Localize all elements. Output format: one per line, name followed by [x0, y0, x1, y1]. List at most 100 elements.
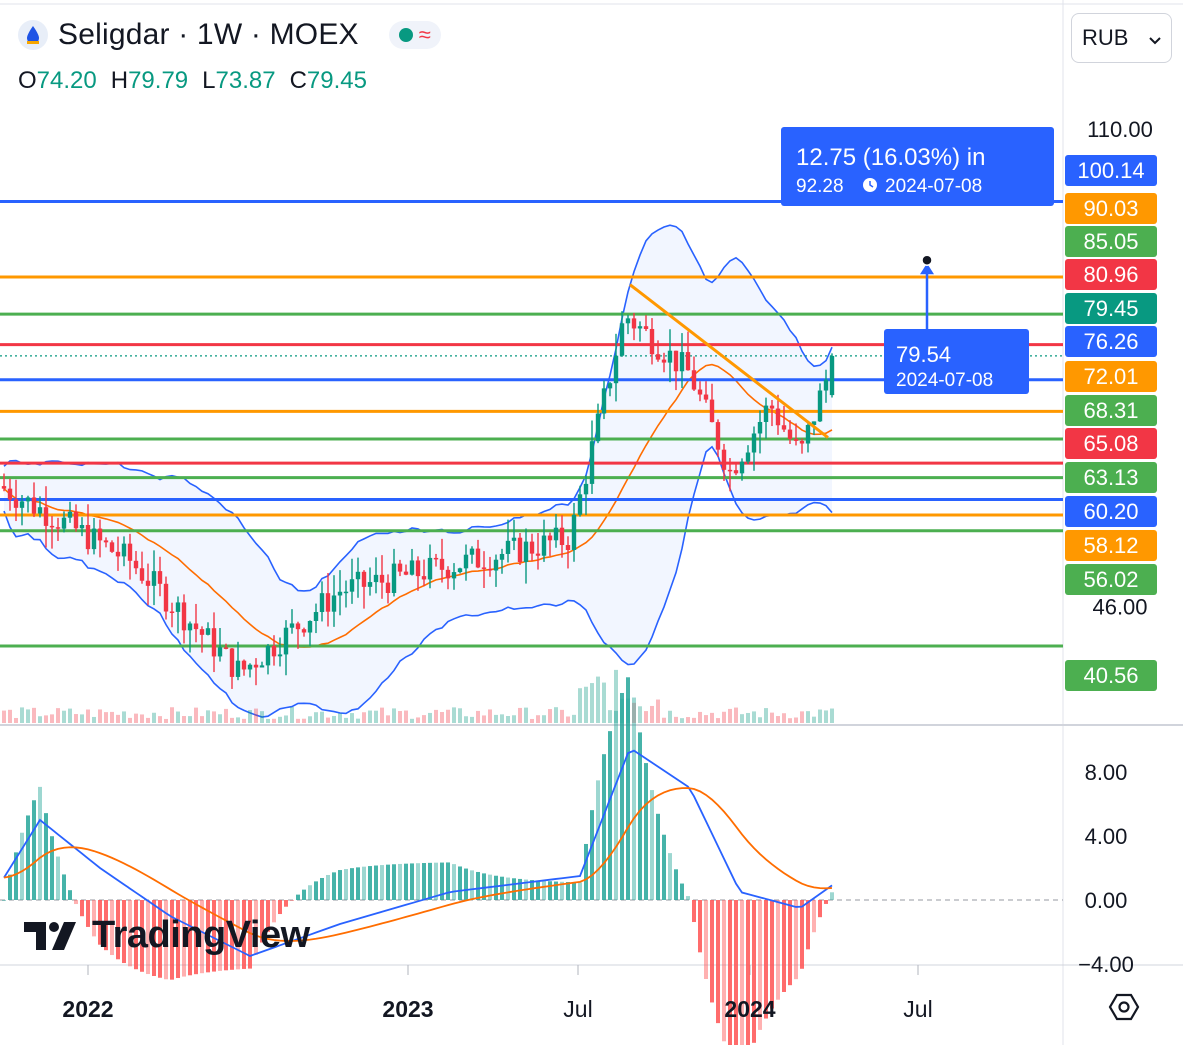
ohlc-close: C79.45	[289, 67, 367, 94]
volume-bar	[146, 717, 150, 723]
candle-body	[1, 486, 7, 489]
bollinger-upper	[3, 224, 833, 592]
volume-bar	[104, 712, 108, 723]
volume-bar	[422, 715, 426, 723]
candle-body	[613, 355, 619, 384]
macd-histogram-bar	[572, 882, 576, 900]
volume-bar	[380, 707, 384, 723]
price-label-40.56: 40.56	[1083, 663, 1138, 688]
volume-bar	[332, 715, 336, 723]
macd-histogram-bar	[344, 869, 348, 900]
volume-bar	[236, 717, 240, 723]
volume-bar	[188, 716, 192, 723]
candle-body	[349, 579, 355, 592]
macd-histogram-bar	[602, 754, 606, 900]
macd-histogram-bar	[80, 900, 84, 917]
signal-line	[3, 787, 833, 942]
volume-bar	[698, 711, 702, 723]
volume-bar	[428, 712, 432, 723]
volume-bar	[716, 718, 720, 723]
candle-body	[379, 574, 385, 583]
candle-body	[7, 488, 13, 500]
candle-body	[307, 620, 313, 633]
candle-body	[829, 355, 835, 396]
price-label-bg-80.96	[1065, 259, 1157, 290]
volume-bar	[152, 712, 156, 723]
macd-histogram-bar	[746, 900, 750, 1045]
bollinger-bands	[3, 224, 833, 718]
symbol-logo-icon[interactable]	[18, 20, 48, 50]
macd-histogram-bar	[158, 900, 162, 978]
price-label-bg-68.31	[1065, 395, 1157, 426]
settings-icon[interactable]	[1108, 991, 1140, 1028]
price-label-bg-79.45	[1065, 293, 1157, 324]
candle-body	[691, 370, 697, 390]
macd-histogram-bar	[710, 900, 714, 1003]
volume-bar	[374, 710, 378, 723]
candle-body	[631, 318, 637, 329]
macd-histogram-bar	[596, 780, 600, 900]
macd-histogram-bar	[608, 731, 612, 900]
volume-bar	[170, 707, 174, 723]
candle-body	[769, 405, 775, 409]
macd-histogram-bar	[434, 862, 438, 900]
macd-histogram-bar	[512, 878, 516, 900]
macd-histogram-bar	[614, 710, 618, 900]
macd-histogram-bar	[788, 900, 792, 986]
volume-bar	[254, 708, 258, 723]
price-label-63.13: 63.13	[1083, 465, 1138, 490]
candle-body	[583, 483, 589, 495]
volume-bar	[296, 718, 300, 723]
candle-body	[565, 545, 571, 550]
macd-histogram-bar	[62, 874, 66, 900]
macd-histogram-bar	[404, 863, 408, 900]
candle-body	[271, 645, 277, 657]
volume-bar	[728, 708, 732, 723]
macd-histogram-bar	[128, 900, 132, 967]
volume-bar	[482, 715, 486, 723]
candle-body	[103, 540, 109, 543]
macd-histogram-bar	[764, 900, 768, 1019]
candle-body	[391, 563, 397, 593]
macd-histogram-bar	[272, 900, 276, 923]
macd-histogram-bar	[680, 883, 684, 900]
macd-histogram-bar	[296, 894, 300, 900]
candle-body	[109, 542, 115, 552]
candle-body	[595, 413, 601, 442]
macd-histogram-bar	[38, 786, 42, 900]
candle-body	[667, 350, 673, 363]
volume-bar	[200, 716, 204, 723]
macd-histogram-bar	[68, 890, 72, 900]
macd-histogram-bar	[476, 871, 480, 900]
macd-histogram-bar	[818, 900, 822, 918]
volume-bar	[554, 707, 558, 723]
symbol-title[interactable]: Seligdar · 1W · MOEX	[58, 18, 359, 51]
volume-bar	[680, 718, 684, 723]
macd-histogram-bar	[668, 853, 672, 900]
currency-select[interactable]: RUB	[1071, 13, 1172, 63]
price-label-68.31: 68.31	[1083, 398, 1138, 423]
candle-body	[49, 525, 55, 528]
candle-body	[811, 421, 817, 425]
macd-histogram-bar	[626, 677, 630, 900]
candle-body	[199, 629, 205, 635]
macd-histogram-bar	[2, 900, 6, 901]
macd-histogram-bar	[398, 863, 402, 900]
macd-histogram-bar	[590, 810, 594, 900]
volume-bar	[344, 717, 348, 723]
candle-body	[235, 660, 241, 677]
tradingview-logo[interactable]: TradingView	[24, 914, 310, 957]
status-pill[interactable]: ≈	[388, 21, 441, 49]
candle-body	[727, 469, 733, 472]
volume-bar	[770, 712, 774, 723]
measure-tool[interactable]: 12.75 (16.03%) in 92.28 2024-07-08 79.54 202…	[781, 127, 1054, 394]
candle-body	[397, 563, 403, 572]
time-label-1: 2023	[382, 996, 433, 1022]
macd-histogram-bar	[302, 889, 306, 900]
volume-bar	[308, 716, 312, 723]
volume-bar	[338, 713, 342, 723]
candle-body	[367, 582, 373, 587]
volume-bar	[722, 711, 726, 723]
price-label-bg-63.13	[1065, 462, 1157, 493]
